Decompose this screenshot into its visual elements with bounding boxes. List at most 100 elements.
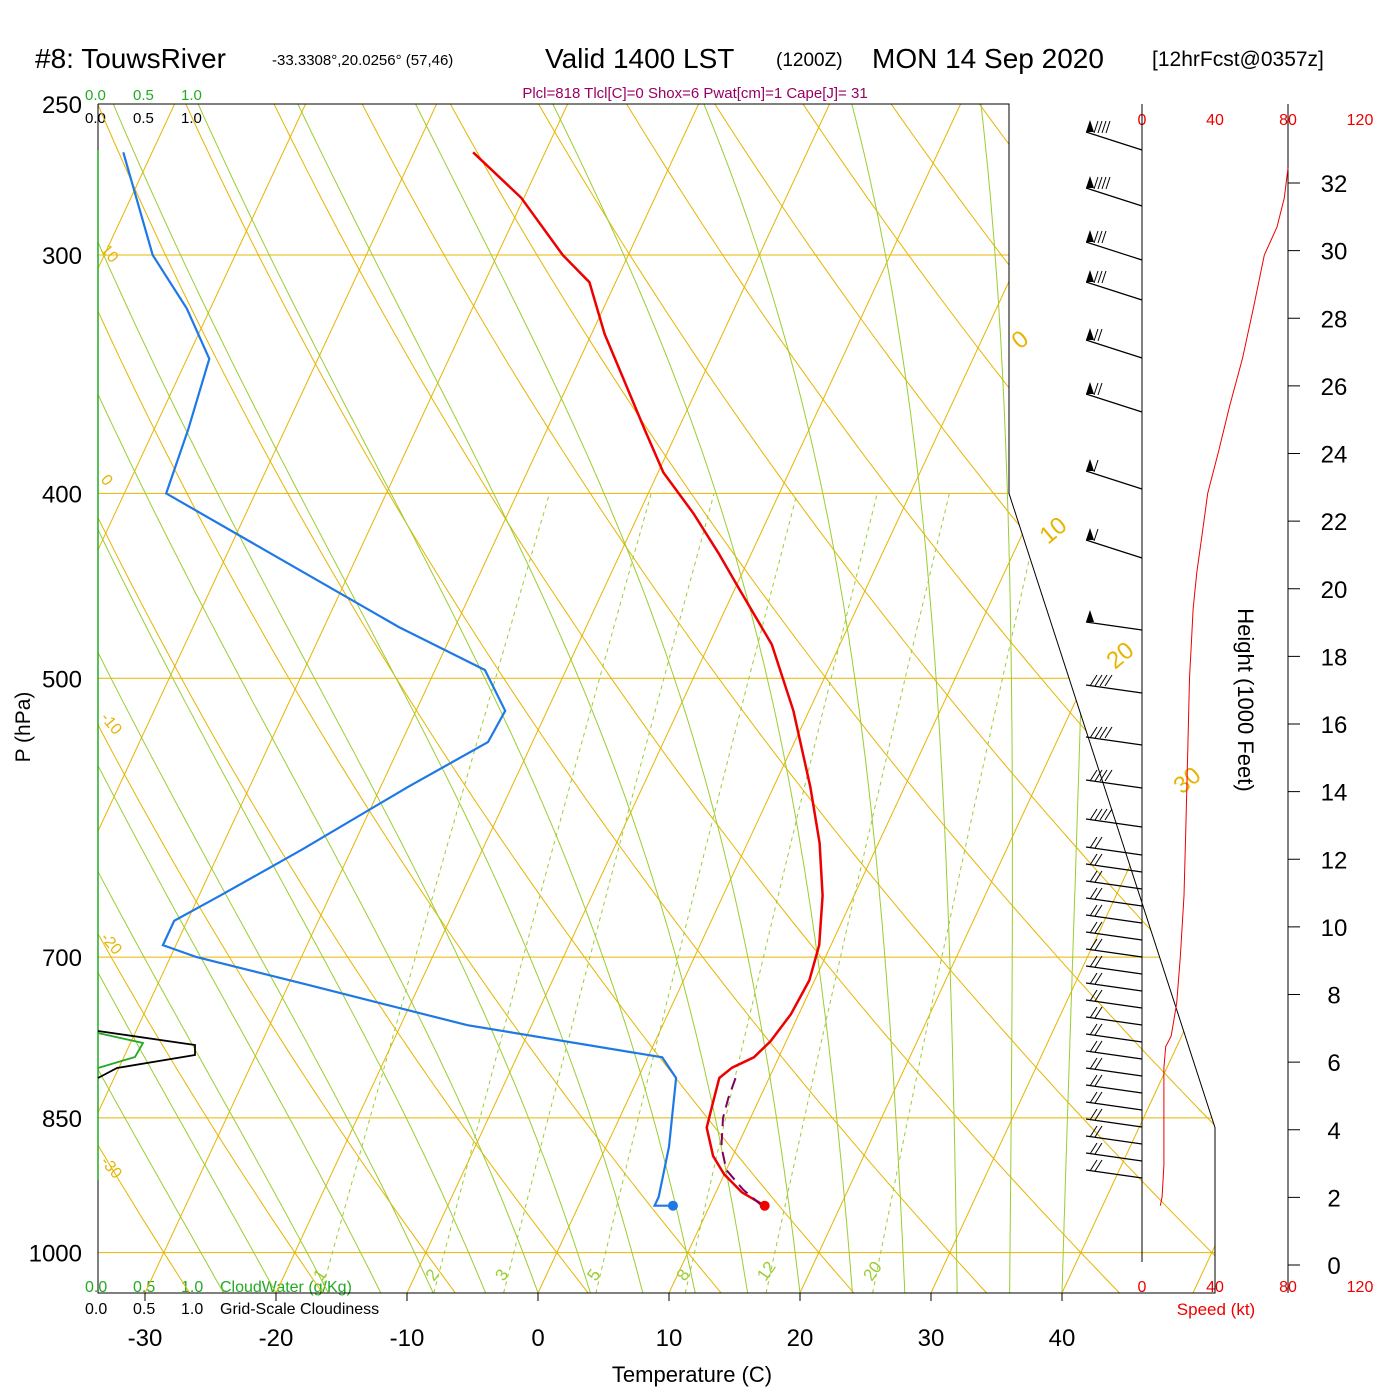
wind-barb-feather <box>1089 853 1098 866</box>
wind-barb-feather <box>1094 1023 1103 1036</box>
wind-barb-feather <box>1099 769 1108 782</box>
wind-barb-feather <box>1097 230 1103 244</box>
cloud-scale-top: 0.0 0.5 1.0 0.0 0.5 1.0 <box>85 87 202 127</box>
wind-barb-feather <box>1097 270 1103 284</box>
mixing-ratio-line <box>872 493 1045 1293</box>
temperature-tick-label: 0 <box>531 1325 544 1352</box>
cloud-profile <box>97 1030 196 1079</box>
moist-adiabat <box>297 104 749 1293</box>
moist-adiabat <box>552 104 853 1293</box>
cloud-black-tick-1: 0.5 <box>133 110 154 127</box>
wind-barb-shaft <box>1085 621 1143 631</box>
wind-barb <box>1085 382 1143 413</box>
cloudiness-label: Grid-Scale Cloudiness <box>220 1301 379 1318</box>
pressure-tick-label: 500 <box>42 666 82 693</box>
wind-barb-feather <box>1089 1125 1098 1138</box>
wind-barb-shaft <box>1085 684 1143 694</box>
wind-barb-feather <box>1104 726 1113 739</box>
wind-barb-feather <box>1097 328 1103 342</box>
height-tick-label: 14 <box>1321 780 1348 807</box>
mixing-ratio-line <box>433 493 652 1293</box>
wind-barb-feather <box>1093 528 1099 542</box>
cloud-water-profile <box>97 1032 145 1069</box>
pressure-tick-label: 700 <box>42 945 82 972</box>
wind-barb-feather <box>1094 853 1103 866</box>
dry-adiabat <box>626 104 1215 1293</box>
wind-barb <box>1085 1006 1143 1026</box>
moist-adiabat <box>98 104 539 1293</box>
wind-barb-shaft <box>1085 1135 1143 1145</box>
pressure-tick-label: 250 <box>42 92 82 119</box>
moist-adiabat <box>851 104 958 1293</box>
wind-barb-feather <box>1094 921 1103 934</box>
wind-barb-feather <box>1094 887 1103 900</box>
wind-barb-feather <box>1089 1074 1098 1087</box>
wind-barb <box>1085 270 1143 301</box>
wind-barb-feather <box>1089 1108 1098 1121</box>
moist-adiabat <box>415 104 801 1293</box>
surface-dewpoint-marker <box>667 1200 678 1211</box>
isotherm-line <box>98 104 569 1293</box>
speed-axis-label: Speed (kt) <box>1177 1300 1255 1319</box>
height-tick-label: 30 <box>1321 239 1348 266</box>
moist-adiabat <box>98 104 487 1293</box>
wind-barb-feather <box>1097 382 1103 396</box>
wind-barb-feather <box>1094 870 1103 883</box>
cloud-green-tick-2: 1.0 <box>181 87 202 104</box>
dry-adiabat <box>98 104 855 1293</box>
wind-barb-feather <box>1099 808 1108 821</box>
wind-barb-feather <box>1094 1142 1103 1155</box>
moist-adiabat <box>98 382 225 1293</box>
wind-barb-feather <box>1101 120 1107 134</box>
cloud-green-tick-0: 0.0 <box>85 87 106 104</box>
temperature-tick-label: -20 <box>259 1325 294 1352</box>
surface-temperature-marker <box>759 1200 770 1211</box>
wind-barb-shaft <box>1085 393 1143 413</box>
x-axis-title: Temperature (C) <box>612 1362 772 1387</box>
wind-barb <box>1085 1040 1143 1060</box>
height-tick-label: 6 <box>1327 1050 1340 1077</box>
temperature-tick-label: 30 <box>918 1325 945 1352</box>
wind-barb-feather <box>1093 270 1099 284</box>
height-tick-label: 22 <box>1321 509 1348 536</box>
wind-barb-feather <box>1094 1057 1103 1070</box>
wind-barb-shaft <box>1085 863 1143 873</box>
speed-axis-bottom: 0 40 80 120 Speed (kt) <box>1138 1279 1374 1319</box>
thermo-grid <box>98 104 1215 1293</box>
wind-barb <box>1085 176 1143 207</box>
wind-barb <box>1085 1125 1143 1145</box>
height-tick-label: 20 <box>1321 577 1348 604</box>
mixing-ratio-label: 12 <box>753 1258 779 1284</box>
temperature-tick-label: 40 <box>1049 1325 1076 1352</box>
height-tick-label: 10 <box>1321 915 1348 942</box>
isotherm-line <box>930 104 1215 1293</box>
wind-barb-feather <box>1094 836 1103 849</box>
wind-barb-flag <box>1086 610 1094 622</box>
height-tick-label: 12 <box>1321 847 1348 874</box>
sounding-profiles <box>122 151 824 1211</box>
wind-barb-shaft <box>1085 1101 1143 1111</box>
wind-barb <box>1085 1091 1143 1111</box>
dry-adiabat <box>449 104 1215 1293</box>
wind-barb-feather <box>1101 230 1107 244</box>
wind-barb-feather <box>1094 769 1103 782</box>
wind-barb-feather <box>1097 176 1103 190</box>
isotherm-line <box>668 104 1215 1293</box>
wind-barb-flag <box>1086 230 1094 242</box>
y-axis-title: P (hPa) <box>12 692 35 763</box>
wind-barb-shaft <box>1085 818 1143 828</box>
temperature-tick-label: -10 <box>390 1325 425 1352</box>
wind-barb <box>1085 230 1143 261</box>
wind-barb-feather <box>1094 955 1103 968</box>
temperature-profile <box>472 151 824 1207</box>
wind-barb-feather <box>1089 972 1098 985</box>
wind-barb-feather <box>1089 1006 1098 1019</box>
dry-adiabat-label: -20 <box>97 930 125 959</box>
wind-barb-feather <box>1094 1040 1103 1053</box>
moist-adiabat <box>112 104 644 1293</box>
zulu-time: (1200Z) <box>776 50 843 71</box>
stability-indices: Plcl=818 Tlcl[C]=0 Shox=6 Pwat[cm]=1 Cap… <box>522 85 867 102</box>
wind-barb-shaft <box>1085 1169 1143 1179</box>
moist-adiabat <box>980 104 1013 1293</box>
